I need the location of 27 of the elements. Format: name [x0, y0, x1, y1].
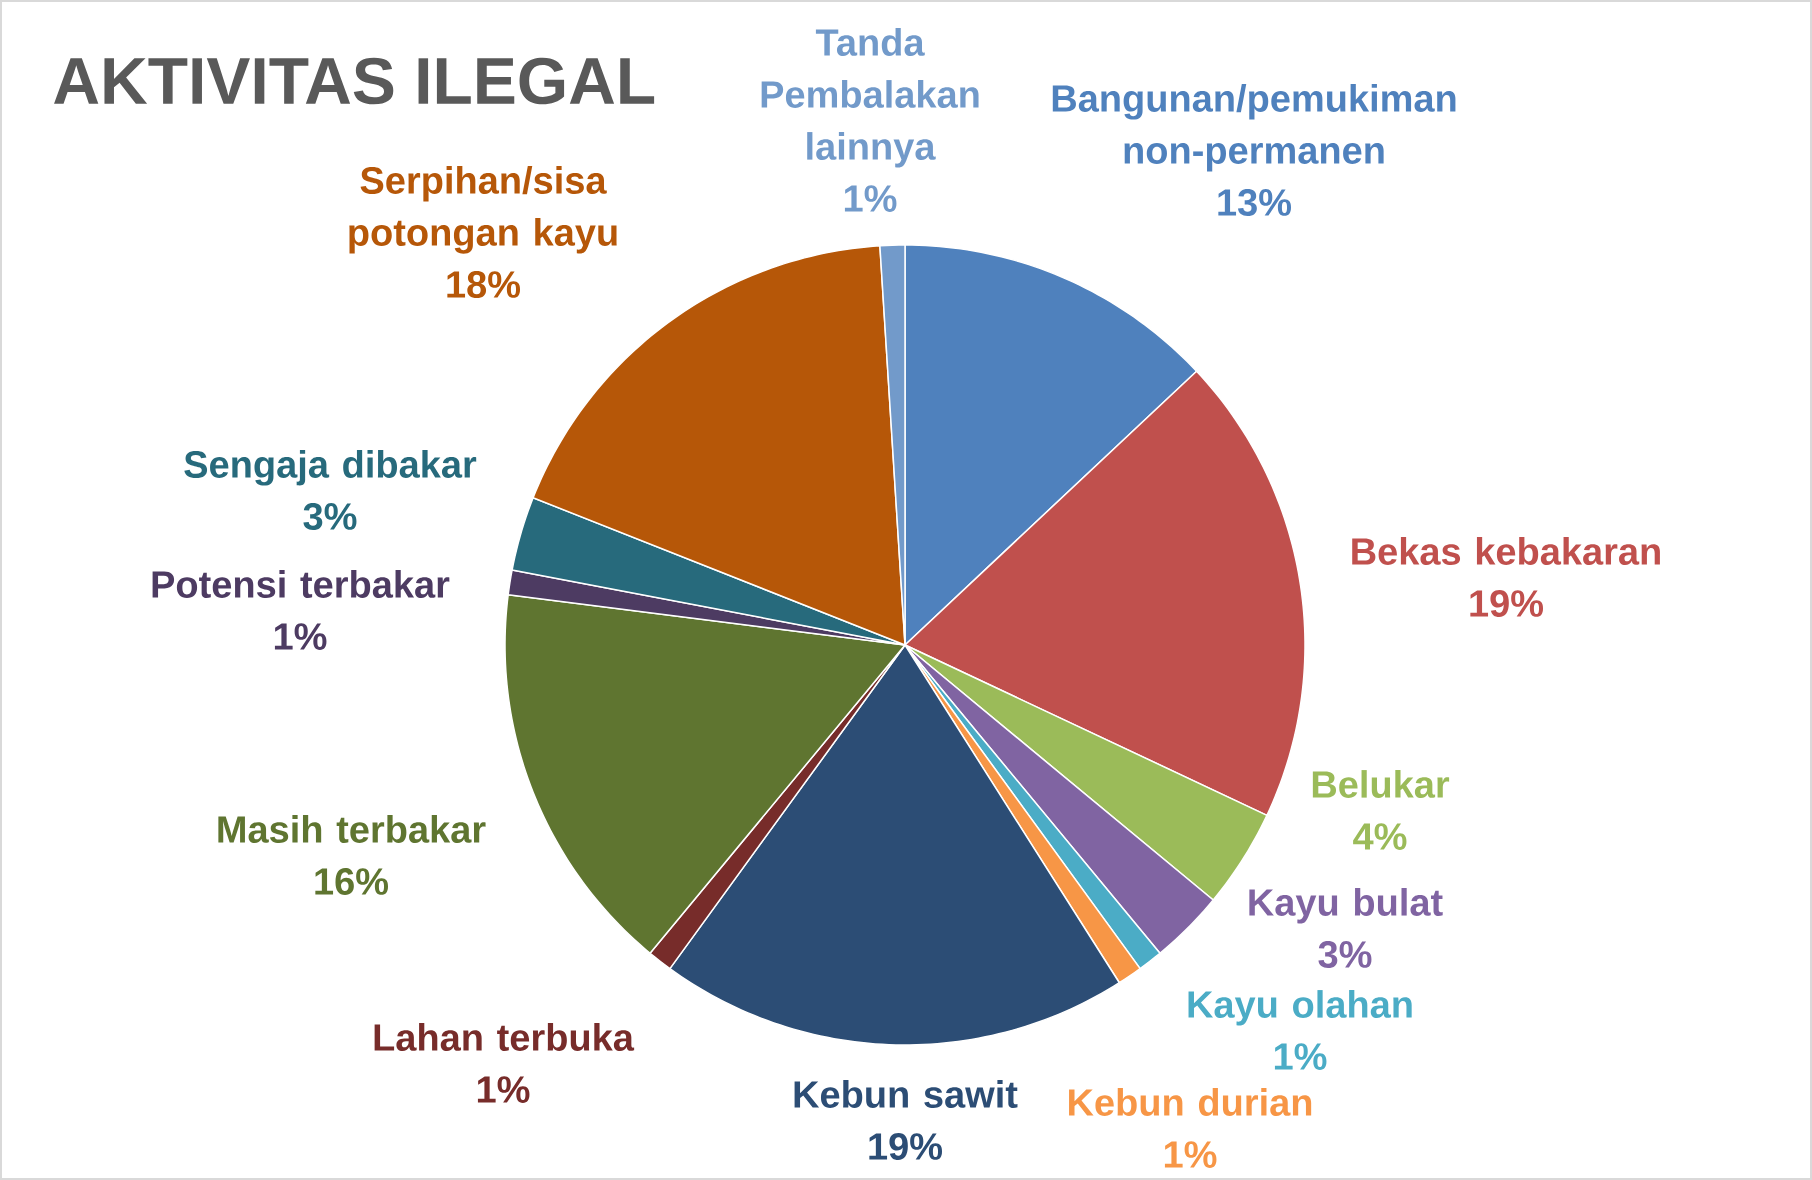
data-label: 1%: [1164, 1141, 1217, 1168]
slice-label: Serpihan/sisa potongan kayu: [349, 166, 617, 254]
slice-label: Kebun durian: [1069, 1088, 1312, 1116]
data-label: 3%: [1318, 941, 1372, 968]
data-label: 19%: [869, 1133, 943, 1160]
data-label: 4%: [1353, 823, 1407, 850]
data-label: 1%: [844, 185, 897, 212]
data-label: 18%: [447, 271, 521, 298]
slice-label: Belukar: [1312, 770, 1450, 798]
chart-title: AKTIVITAS ILEGAL: [54, 57, 655, 105]
slice-label: Sengaja dibakar: [184, 450, 477, 486]
data-label: 1%: [477, 1076, 530, 1103]
data-label: 1%: [274, 623, 327, 650]
data-label: 16%: [315, 868, 389, 895]
slice-label: Tanda Pembalakan lainnya: [761, 28, 979, 168]
data-label: 3%: [303, 503, 357, 530]
slice-label: Masih terbakar: [218, 815, 486, 843]
slice-label: Bekas kebakaran: [1352, 537, 1660, 565]
slice-label: Kebun sawit: [794, 1080, 1018, 1108]
slice-label: Kayu bulat: [1249, 888, 1443, 924]
data-label: 19%: [1470, 590, 1544, 617]
slice-label: Potensi terbakar: [152, 570, 450, 598]
slice-label: Kayu olahan: [1188, 990, 1412, 1026]
slice-label: Bangunan/pemukiman non-permanen: [1052, 84, 1456, 172]
data-label: 13%: [1218, 189, 1292, 216]
data-label: 1%: [1274, 1043, 1327, 1070]
slice-label: Lahan terbuka: [374, 1023, 635, 1051]
